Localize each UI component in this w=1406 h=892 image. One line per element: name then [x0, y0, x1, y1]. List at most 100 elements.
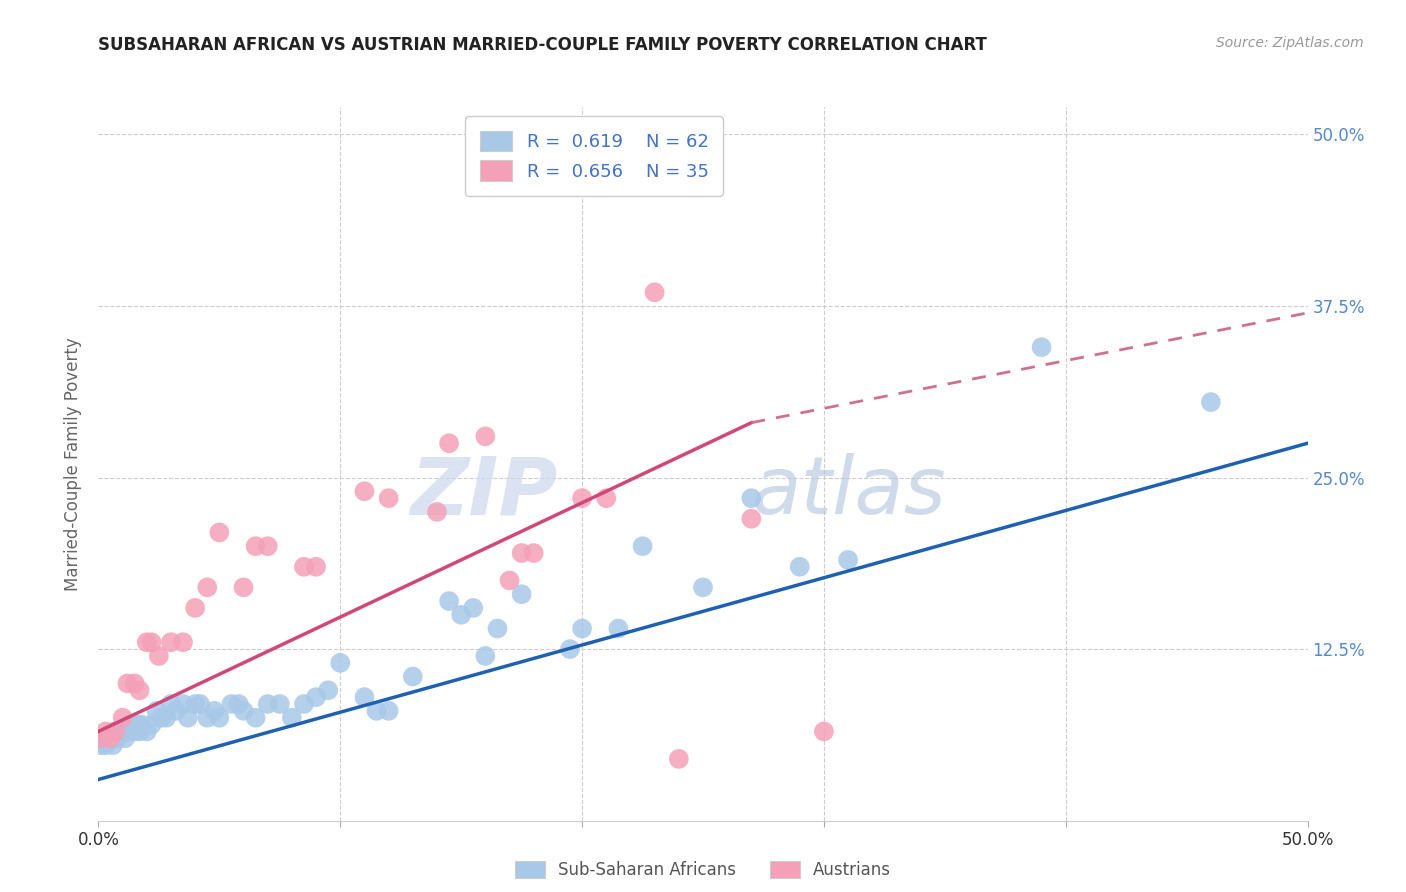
- Point: [558, 642, 581, 657]
- Point: [292, 559, 315, 574]
- Y-axis label: Married-Couple Family Poverty: Married-Couple Family Poverty: [65, 337, 83, 591]
- Point: [463, 601, 485, 615]
- Point: [510, 587, 533, 601]
- Point: [450, 607, 472, 622]
- Point: [595, 491, 617, 505]
- Point: [740, 512, 762, 526]
- Point: [510, 546, 533, 560]
- Point: [668, 752, 690, 766]
- Point: [127, 717, 149, 731]
- Point: [117, 676, 139, 690]
- Point: [256, 697, 278, 711]
- Point: [135, 724, 157, 739]
- Text: atlas: atlas: [751, 453, 946, 532]
- Point: [141, 635, 163, 649]
- Point: [101, 738, 124, 752]
- Legend: Sub-Saharan Africans, Austrians: Sub-Saharan Africans, Austrians: [515, 861, 891, 880]
- Point: [256, 539, 278, 553]
- Text: SUBSAHARAN AFRICAN VS AUSTRIAN MARRIED-COUPLE FAMILY POVERTY CORRELATION CHART: SUBSAHARAN AFRICAN VS AUSTRIAN MARRIED-C…: [98, 36, 987, 54]
- Point: [90, 731, 112, 746]
- Point: [188, 697, 211, 711]
- Legend: R =  0.619    N = 62, R =  0.656    N = 35: R = 0.619 N = 62, R = 0.656 N = 35: [465, 116, 723, 195]
- Point: [269, 697, 291, 711]
- Point: [195, 711, 218, 725]
- Point: [486, 622, 509, 636]
- Point: [232, 704, 254, 718]
- Point: [118, 717, 141, 731]
- Point: [94, 724, 117, 739]
- Point: [221, 697, 243, 711]
- Text: Source: ZipAtlas.com: Source: ZipAtlas.com: [1216, 36, 1364, 50]
- Point: [571, 622, 593, 636]
- Point: [245, 539, 267, 553]
- Point: [837, 553, 859, 567]
- Point: [353, 690, 375, 705]
- Point: [124, 724, 146, 739]
- Point: [437, 594, 460, 608]
- Point: [1199, 395, 1222, 409]
- Point: [305, 559, 328, 574]
- Point: [111, 724, 134, 739]
- Point: [329, 656, 352, 670]
- Point: [117, 724, 139, 739]
- Point: [281, 711, 304, 725]
- Point: [150, 711, 173, 725]
- Point: [104, 724, 127, 739]
- Point: [135, 635, 157, 649]
- Point: [124, 676, 146, 690]
- Point: [184, 601, 207, 615]
- Point: [498, 574, 520, 588]
- Point: [474, 429, 496, 443]
- Point: [131, 717, 153, 731]
- Point: [128, 724, 150, 739]
- Point: [245, 711, 267, 725]
- Point: [1031, 340, 1053, 354]
- Point: [100, 731, 122, 746]
- Point: [100, 731, 122, 746]
- Point: [607, 622, 630, 636]
- Point: [104, 724, 127, 739]
- Point: [232, 580, 254, 594]
- Point: [353, 484, 375, 499]
- Point: [172, 635, 194, 649]
- Point: [145, 704, 167, 718]
- Point: [523, 546, 546, 560]
- Text: ZIP: ZIP: [411, 453, 558, 532]
- Point: [97, 731, 120, 746]
- Point: [316, 683, 339, 698]
- Point: [94, 738, 117, 752]
- Point: [204, 704, 226, 718]
- Point: [114, 731, 136, 746]
- Point: [141, 717, 163, 731]
- Point: [571, 491, 593, 505]
- Point: [172, 697, 194, 711]
- Point: [305, 690, 328, 705]
- Point: [631, 539, 654, 553]
- Point: [228, 697, 250, 711]
- Point: [155, 711, 177, 725]
- Point: [107, 731, 129, 746]
- Point: [644, 285, 666, 300]
- Point: [148, 648, 170, 663]
- Point: [377, 491, 399, 505]
- Point: [474, 648, 496, 663]
- Point: [111, 711, 134, 725]
- Point: [177, 711, 200, 725]
- Point: [160, 697, 183, 711]
- Point: [740, 491, 762, 505]
- Point: [377, 704, 399, 718]
- Point: [91, 731, 114, 746]
- Point: [184, 697, 207, 711]
- Point: [813, 724, 835, 739]
- Point: [292, 697, 315, 711]
- Point: [208, 711, 231, 725]
- Point: [692, 580, 714, 594]
- Point: [108, 724, 131, 739]
- Point: [402, 669, 425, 683]
- Point: [366, 704, 388, 718]
- Point: [437, 436, 460, 450]
- Point: [426, 505, 449, 519]
- Point: [90, 738, 112, 752]
- Point: [165, 704, 187, 718]
- Point: [128, 683, 150, 698]
